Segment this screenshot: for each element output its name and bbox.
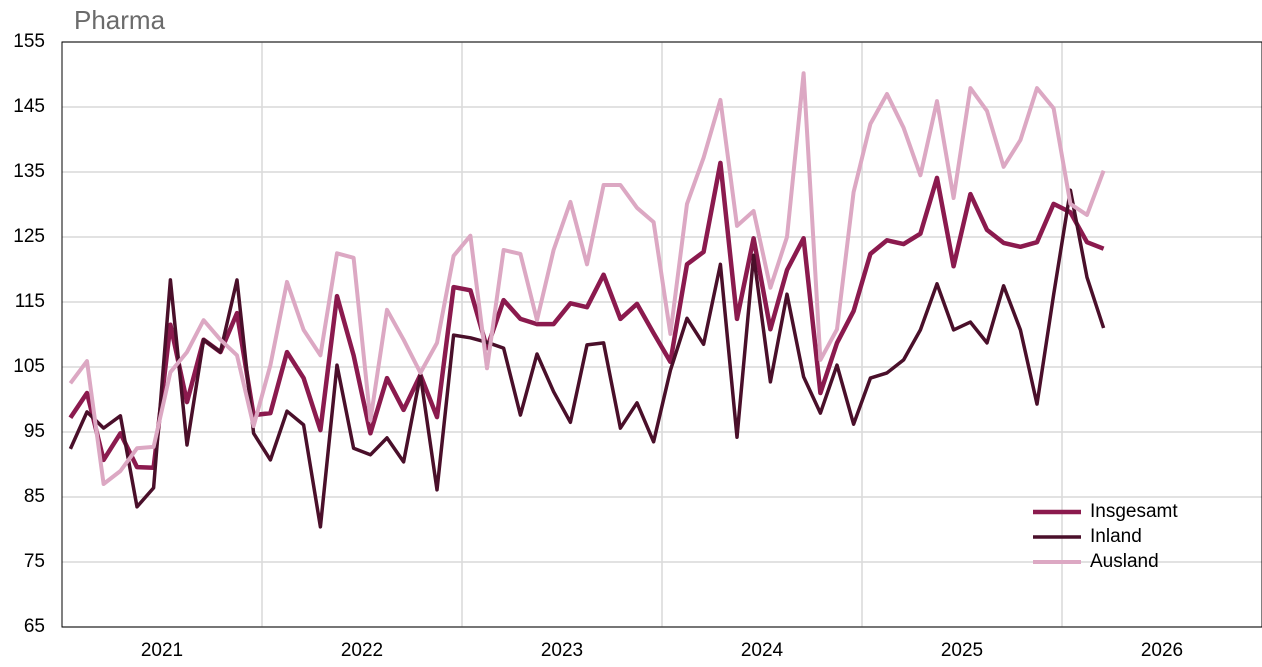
y-tick-label: 145: [13, 96, 45, 117]
x-tick-label: 2023: [541, 640, 583, 661]
plot-frame: [61, 41, 1262, 628]
x-tick-label: 2025: [941, 640, 983, 661]
y-tick-label: 75: [24, 551, 45, 572]
series-line: [68, 71, 1106, 486]
legend-label: Insgesamt: [1090, 501, 1178, 522]
legend-label: Inland: [1090, 526, 1142, 547]
x-tick-label: 2026: [1141, 640, 1183, 661]
y-tick-label: 65: [24, 616, 45, 637]
y-tick-label: 135: [13, 161, 45, 182]
y-tick-label: 125: [13, 226, 45, 247]
series-line: [68, 188, 1106, 529]
x-tick-label: 2022: [341, 640, 383, 661]
y-tick-label: 115: [15, 291, 45, 312]
x-tick-label: 2021: [141, 640, 183, 661]
y-tick-label: 155: [13, 31, 45, 52]
chart-title: Pharma: [74, 5, 166, 35]
y-tick-label: 95: [24, 421, 45, 442]
y-tick-label: 85: [24, 486, 45, 507]
y-tick-label: 105: [13, 356, 45, 377]
legend-label: Ausland: [1090, 551, 1159, 572]
x-tick-label: 2024: [741, 640, 784, 661]
